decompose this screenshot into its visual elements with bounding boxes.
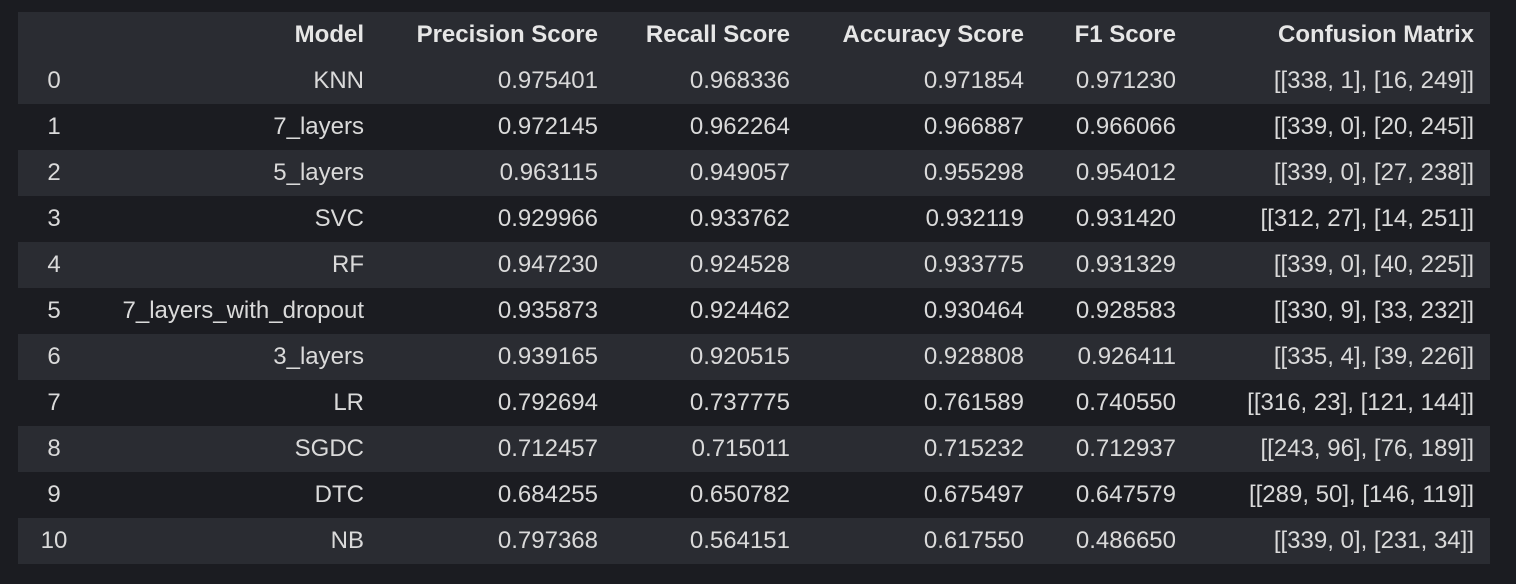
table-row: 4 RF 0.947230 0.924528 0.933775 0.931329 [[339… [18,242,1490,288]
confusion-matrix: [[312, 27], [14, 251]] [1192,196,1490,242]
table-body: 0 KNN 0.975401 0.968336 0.971854 0.971230 [[33… [18,58,1490,564]
confusion-matrix: [[338, 1], [16, 249]] [1192,58,1490,104]
recall-score: 0.564151 [614,518,806,564]
f1-score: 0.740550 [1040,380,1192,426]
confusion-matrix: [[330, 9], [33, 232]] [1192,288,1490,334]
accuracy-score: 0.617550 [806,518,1040,564]
precision-score: 0.935873 [380,288,614,334]
results-table: Model Precision Score Recall Score Accuracy… [18,12,1490,564]
table-row: 9 DTC 0.684255 0.650782 0.675497 0.647579 [[28… [18,472,1490,518]
f1-score: 0.486650 [1040,518,1192,564]
recall-score: 0.933762 [614,196,806,242]
recall-score: 0.715011 [614,426,806,472]
precision-score: 0.947230 [380,242,614,288]
confusion-matrix: [[339, 0], [20, 245]] [1192,104,1490,150]
row-index: 2 [18,150,90,196]
recall-score: 0.968336 [614,58,806,104]
table-row: 8 SGDC 0.712457 0.715011 0.715232 0.712937 [[2… [18,426,1490,472]
model-name: KNN [90,58,380,104]
precision-score: 0.975401 [380,58,614,104]
model-header: Model [90,12,380,58]
confusion-matrix: [[335, 4], [39, 226]] [1192,334,1490,380]
precision-header: Precision Score [380,12,614,58]
recall-score: 0.924462 [614,288,806,334]
model-name: DTC [90,472,380,518]
accuracy-score: 0.928808 [806,334,1040,380]
accuracy-score: 0.955298 [806,150,1040,196]
confusion-matrix: [[243, 96], [76, 189]] [1192,426,1490,472]
f1-score: 0.928583 [1040,288,1192,334]
accuracy-score: 0.675497 [806,472,1040,518]
accuracy-score: 0.971854 [806,58,1040,104]
f1-header: F1 Score [1040,12,1192,58]
f1-score: 0.647579 [1040,472,1192,518]
precision-score: 0.792694 [380,380,614,426]
f1-score: 0.971230 [1040,58,1192,104]
row-index: 10 [18,518,90,564]
f1-score: 0.931329 [1040,242,1192,288]
table-row: 6 3_layers 0.939165 0.920515 0.928808 0.92641… [18,334,1490,380]
model-name: RF [90,242,380,288]
precision-score: 0.684255 [380,472,614,518]
model-name: 5_layers [90,150,380,196]
accuracy-score: 0.930464 [806,288,1040,334]
table-row: 3 SVC 0.929966 0.933762 0.932119 0.931420 [[31… [18,196,1490,242]
f1-score: 0.966066 [1040,104,1192,150]
table-row: 0 KNN 0.975401 0.968336 0.971854 0.971230 [[33… [18,58,1490,104]
confusion-matrix: [[289, 50], [146, 119]] [1192,472,1490,518]
model-name: 3_layers [90,334,380,380]
recall-score: 0.920515 [614,334,806,380]
table-row: 2 5_layers 0.963115 0.949057 0.955298 0.95401… [18,150,1490,196]
table-row: 7 LR 0.792694 0.737775 0.761589 0.740550 [[316… [18,380,1490,426]
model-name: NB [90,518,380,564]
f1-score: 0.954012 [1040,150,1192,196]
accuracy-score: 0.715232 [806,426,1040,472]
confusion-matrix: [[316, 23], [121, 144]] [1192,380,1490,426]
index-header [18,12,90,58]
accuracy-score: 0.966887 [806,104,1040,150]
row-index: 1 [18,104,90,150]
accuracy-score: 0.933775 [806,242,1040,288]
row-index: 4 [18,242,90,288]
model-name: 7_layers_with_dropout [90,288,380,334]
table-row: 5 7_layers_with_dropout 0.935873 0.924462 0.… [18,288,1490,334]
precision-score: 0.797368 [380,518,614,564]
recall-score: 0.650782 [614,472,806,518]
precision-score: 0.972145 [380,104,614,150]
confusion-matrix: [[339, 0], [27, 238]] [1192,150,1490,196]
f1-score: 0.926411 [1040,334,1192,380]
accuracy-header: Accuracy Score [806,12,1040,58]
precision-score: 0.939165 [380,334,614,380]
f1-score: 0.931420 [1040,196,1192,242]
accuracy-score: 0.932119 [806,196,1040,242]
accuracy-score: 0.761589 [806,380,1040,426]
confusion-matrix: [[339, 0], [40, 225]] [1192,242,1490,288]
row-index: 7 [18,380,90,426]
confusion-matrix-header: Confusion Matrix [1192,12,1490,58]
precision-score: 0.963115 [380,150,614,196]
recall-score: 0.962264 [614,104,806,150]
confusion-matrix: [[339, 0], [231, 34]] [1192,518,1490,564]
table-row: 1 7_layers 0.972145 0.962264 0.966887 0.96606… [18,104,1490,150]
table-row: 10 NB 0.797368 0.564151 0.617550 0.486650 [[33… [18,518,1490,564]
dataframe-output: Model Precision Score Recall Score Accuracy… [18,12,1490,564]
row-index: 5 [18,288,90,334]
precision-score: 0.929966 [380,196,614,242]
row-index: 9 [18,472,90,518]
header-row: Model Precision Score Recall Score Accuracy… [18,12,1490,58]
precision-score: 0.712457 [380,426,614,472]
model-name: SGDC [90,426,380,472]
row-index: 8 [18,426,90,472]
recall-score: 0.949057 [614,150,806,196]
recall-score: 0.924528 [614,242,806,288]
recall-score: 0.737775 [614,380,806,426]
model-name: 7_layers [90,104,380,150]
recall-header: Recall Score [614,12,806,58]
row-index: 3 [18,196,90,242]
model-name: SVC [90,196,380,242]
row-index: 6 [18,334,90,380]
f1-score: 0.712937 [1040,426,1192,472]
row-index: 0 [18,58,90,104]
model-name: LR [90,380,380,426]
